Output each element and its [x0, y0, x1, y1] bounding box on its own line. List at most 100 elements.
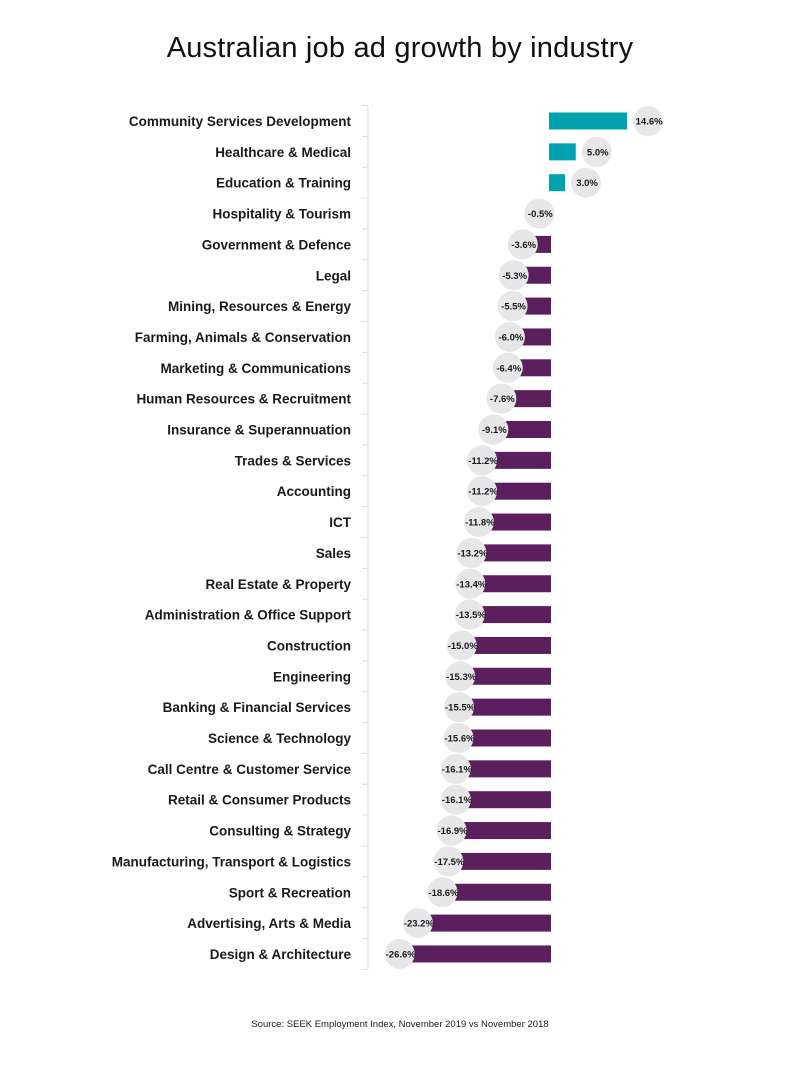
value-bubble: [478, 414, 509, 445]
bar: [549, 143, 576, 161]
bar-row: Government & Defence -3.6%: [202, 229, 551, 260]
value-label: -16.9%: [438, 826, 469, 837]
bar-row: Construction -15.0%: [267, 630, 551, 661]
bar-row: Consulting & Strategy -16.9%: [209, 815, 551, 846]
value-bubble: [402, 908, 433, 939]
value-bubble: [384, 938, 415, 969]
bar: [460, 822, 551, 840]
value-bubble: [507, 229, 538, 260]
category-label: Trades & Services: [235, 453, 351, 468]
category-label: Banking & Financial Services: [163, 700, 351, 715]
category-label: Sales: [316, 546, 351, 561]
bar-row: Marketing & Communications -6.4%: [160, 352, 551, 383]
bar: [467, 729, 551, 747]
bar: [522, 266, 551, 284]
bar: [510, 390, 551, 408]
category-label: Science & Technology: [208, 731, 352, 746]
category-label: Advertising, Arts & Media: [187, 916, 351, 931]
bar-row: Community Services Development 14.6%: [129, 106, 663, 136]
value-label: -17.5%: [434, 857, 465, 868]
bar-row: Farming, Animals & Conservation -6.0%: [135, 321, 551, 352]
value-bubble: [467, 476, 498, 507]
bar: [469, 667, 551, 685]
bar: [479, 575, 551, 593]
category-label: Mining, Resources & Energy: [168, 299, 352, 314]
bar: [491, 451, 551, 469]
category-label: Government & Defence: [202, 237, 352, 252]
bar-row: Sales -13.2%: [316, 537, 551, 568]
bar: [408, 945, 551, 963]
bar-row: Banking & Financial Services -15.5%: [163, 692, 551, 723]
bar: [549, 174, 566, 192]
bar: [468, 698, 551, 716]
value-label: -5.3%: [502, 271, 527, 282]
category-label: Legal: [316, 268, 351, 283]
bar: [457, 852, 551, 870]
bar: [549, 112, 628, 130]
value-bubble: [524, 198, 555, 229]
bar: [502, 421, 551, 438]
bar: [426, 914, 551, 932]
value-label: -16.1%: [442, 795, 473, 806]
bar-row: Education & Training 3.0%: [216, 167, 602, 198]
value-bubble: [456, 537, 487, 568]
row-separators: [362, 105, 369, 970]
value-bubble: [455, 568, 486, 599]
value-bubble: [433, 846, 464, 877]
value-label: -7.6%: [490, 394, 515, 405]
value-bubble: [444, 692, 475, 723]
value-bubble: [571, 167, 602, 198]
bar-row: Insurance & Superannuation -9.1%: [167, 414, 551, 445]
value-label: -15.6%: [444, 734, 475, 745]
bar-row: Human Resources & Recruitment -7.6%: [136, 383, 551, 414]
bar: [464, 760, 551, 778]
category-label: Engineering: [273, 669, 351, 684]
bar: [491, 482, 551, 500]
value-bubble: [486, 383, 517, 414]
value-bubble: [427, 877, 458, 908]
value-bubble: [454, 599, 485, 630]
value-label: -13.5%: [456, 610, 487, 621]
value-bubble: [492, 352, 523, 383]
category-label: Real Estate & Property: [205, 577, 351, 592]
bar-row: Administration & Office Support -13.5%: [145, 599, 551, 630]
bar: [470, 636, 551, 654]
value-label: -9.1%: [482, 425, 507, 436]
value-label: -23.2%: [404, 919, 435, 930]
bar: [478, 606, 551, 624]
value-bubble: [440, 753, 471, 784]
value-label: -3.6%: [511, 240, 536, 251]
bar-row: Design & Architecture -26.6%: [210, 938, 551, 969]
value-label: -11.2%: [468, 487, 498, 498]
value-label: -15.3%: [446, 672, 477, 683]
value-label: -15.0%: [448, 641, 479, 652]
value-bubble: [498, 260, 529, 291]
source-note: Source: SEEK Employment Index, November …: [251, 1019, 549, 1030]
bar-row: Manufacturing, Transport & Logistics -17.…: [112, 846, 551, 877]
value-label: -16.1%: [442, 764, 473, 775]
value-bubble: [436, 815, 467, 846]
bar: [451, 883, 551, 901]
bar-row: Retail & Consumer Products -16.1%: [168, 784, 551, 815]
value-label: -13.4%: [456, 579, 487, 590]
value-bubble: [440, 784, 471, 815]
bar-row: Engineering -15.3%: [273, 661, 551, 692]
value-label: 14.6%: [636, 117, 663, 128]
bar-row: Call Centre & Customer Service -16.1%: [148, 753, 551, 784]
value-label: -13.2%: [457, 548, 488, 559]
bar: [521, 297, 551, 315]
category-label: ICT: [329, 515, 352, 530]
value-label: 3.0%: [576, 178, 598, 189]
category-label: Sport & Recreation: [229, 885, 351, 900]
bar-row: Mining, Resources & Energy -5.5%: [168, 291, 551, 322]
value-bubble: [497, 291, 528, 322]
bar: [487, 513, 551, 531]
bar-row: ICT -11.8%: [329, 507, 551, 538]
category-label: Retail & Consumer Products: [168, 793, 351, 808]
category-label: Accounting: [277, 484, 351, 499]
value-label: -5.5%: [501, 302, 526, 313]
category-label: Hospitality & Tourism: [212, 207, 351, 222]
value-label: -15.5%: [445, 703, 476, 714]
category-label: Community Services Development: [129, 114, 352, 129]
